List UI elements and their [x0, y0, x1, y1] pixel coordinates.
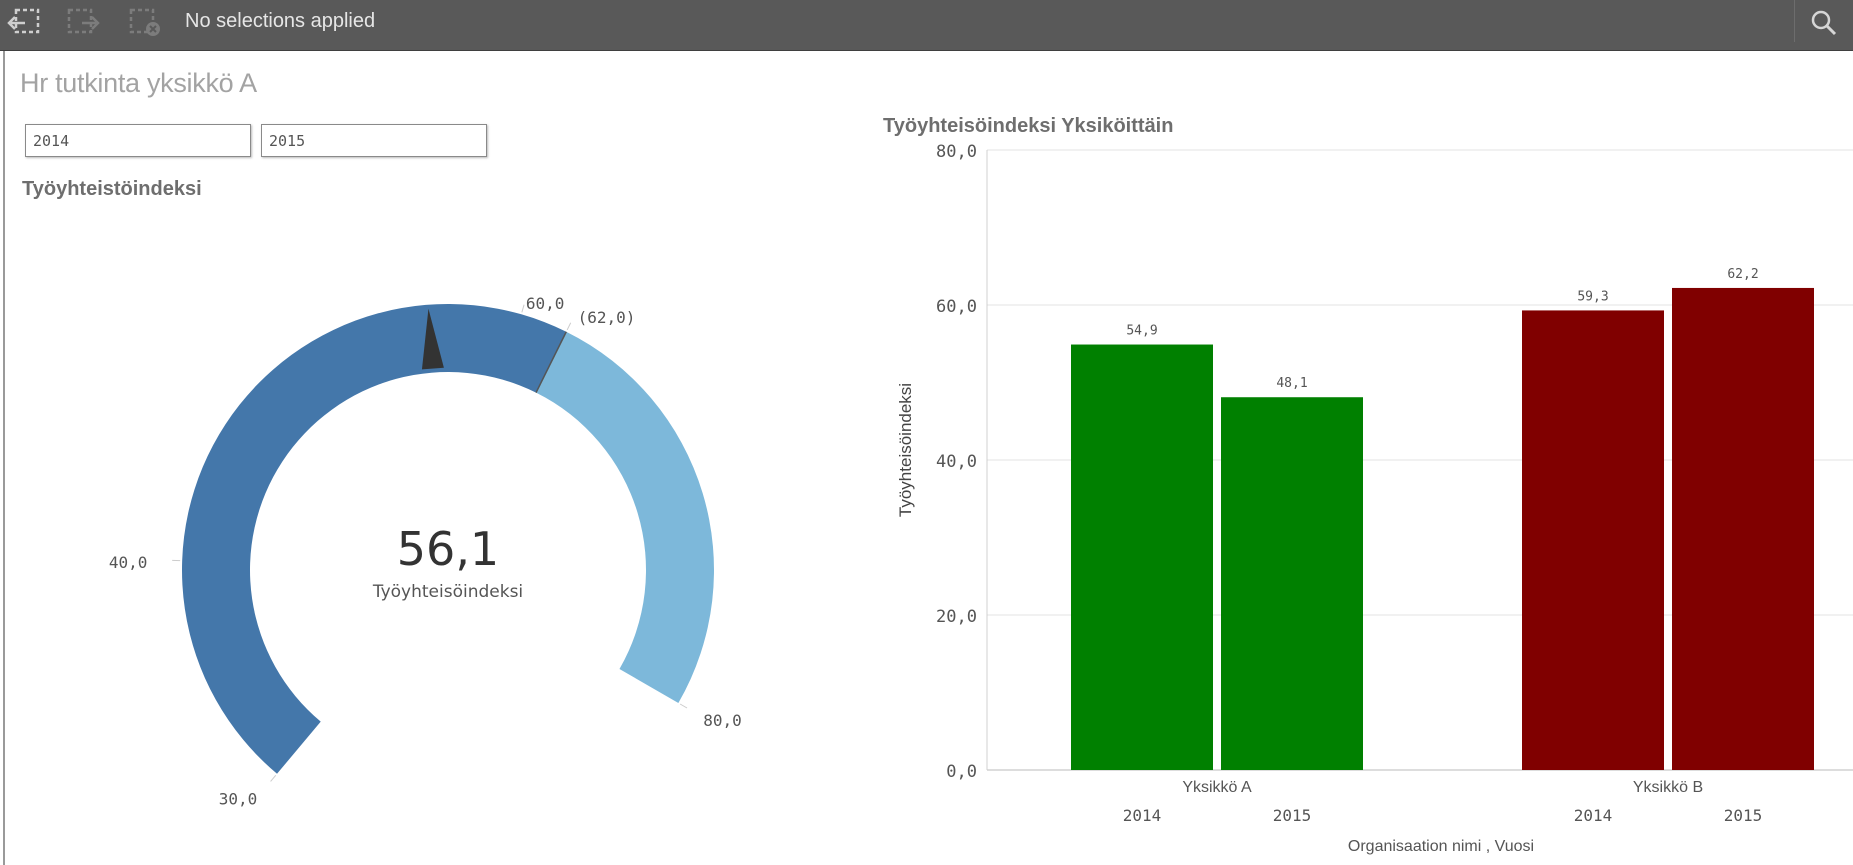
bar-value-label: 48,1: [1276, 376, 1307, 391]
x-tick-label-year: 2014: [1123, 806, 1162, 825]
gauge-tick-label: 60,0: [526, 294, 565, 313]
x-tick-label-year: 2015: [1273, 806, 1312, 825]
gauge-segment-high: [536, 331, 714, 703]
gauge-tick-label: 40,0: [109, 553, 148, 572]
filter-value: 2015: [269, 132, 306, 150]
step-forward-button[interactable]: [61, 0, 119, 42]
bar-value-label: 62,2: [1727, 267, 1758, 282]
bar-chart[interactable]: 0,0 20,0 40,0 60,0 80,0 Työyhteisöindeksi 54,9…: [5, 51, 1853, 865]
search-button[interactable]: [1794, 0, 1853, 42]
gauge-title: Työyhteistöindeksi: [22, 178, 202, 200]
gauge-tick: [566, 322, 572, 331]
gauge-tick-label: (62,0): [578, 308, 636, 327]
gauge-chart[interactable]: 30,0 40,0 60,0 (62,0) 80,0 56,1 Työyhteisöinde…: [5, 51, 865, 865]
clear-selections-icon: [129, 8, 160, 36]
bar: [1522, 310, 1664, 770]
bar-value-label: 54,9: [1126, 324, 1157, 339]
search-icon: [1811, 10, 1837, 36]
clear-selections-button[interactable]: [122, 0, 180, 42]
x-tick-label-year: 2014: [1574, 806, 1613, 825]
selection-status: No selections applied: [185, 10, 376, 32]
x-tick-label-year: 2015: [1724, 806, 1763, 825]
top-toolbar: No selections applied: [0, 0, 1853, 51]
bar: [1221, 397, 1363, 770]
bar-chart-title: Työyhteisöindeksi Yksiköittäin: [883, 115, 1174, 137]
y-tick-label: 40,0: [936, 452, 977, 472]
x-group-label: Yksikkö B: [1633, 779, 1703, 796]
gauge-tick-label: 80,0: [703, 711, 742, 730]
bar-value-label: 59,3: [1577, 289, 1608, 304]
y-tick-label: 20,0: [936, 607, 977, 627]
sheet: Hr tutkinta yksikkö A 2014 2015 Työyhtei…: [3, 51, 1853, 865]
y-axis-title: Työyhteisöindeksi: [896, 383, 915, 517]
back-step-icon: [7, 8, 40, 34]
sheet-title: Hr tutkinta yksikkö A: [20, 68, 257, 98]
y-tick-label: 80,0: [936, 142, 977, 162]
y-tick-label: 0,0: [946, 762, 977, 782]
gauge-tick: [270, 774, 277, 782]
filter-value: 2014: [33, 132, 70, 150]
bar: [1071, 344, 1213, 770]
gauge-segment-low: [182, 303, 567, 774]
gauge-value: 56,1: [397, 522, 499, 576]
gauge-tick-label: 30,0: [219, 789, 258, 808]
x-axis-title: Organisaation nimi , Vuosi: [1348, 838, 1534, 855]
gauge-tick: [679, 703, 688, 709]
gauge-tick: [521, 304, 525, 313]
filter-box-2014[interactable]: 2014: [25, 124, 251, 157]
gauge-needle: [421, 308, 444, 370]
bar: [1672, 287, 1814, 770]
x-group-label: Yksikkö A: [1182, 779, 1252, 796]
forward-step-icon: [67, 8, 100, 34]
y-tick-label: 60,0: [936, 297, 977, 317]
gauge-measure-label: Työyhteisöindeksi: [372, 582, 523, 602]
step-back-button[interactable]: [0, 0, 58, 42]
filter-box-2015[interactable]: 2015: [261, 124, 487, 157]
gauge-segment-boundary: [535, 331, 567, 393]
